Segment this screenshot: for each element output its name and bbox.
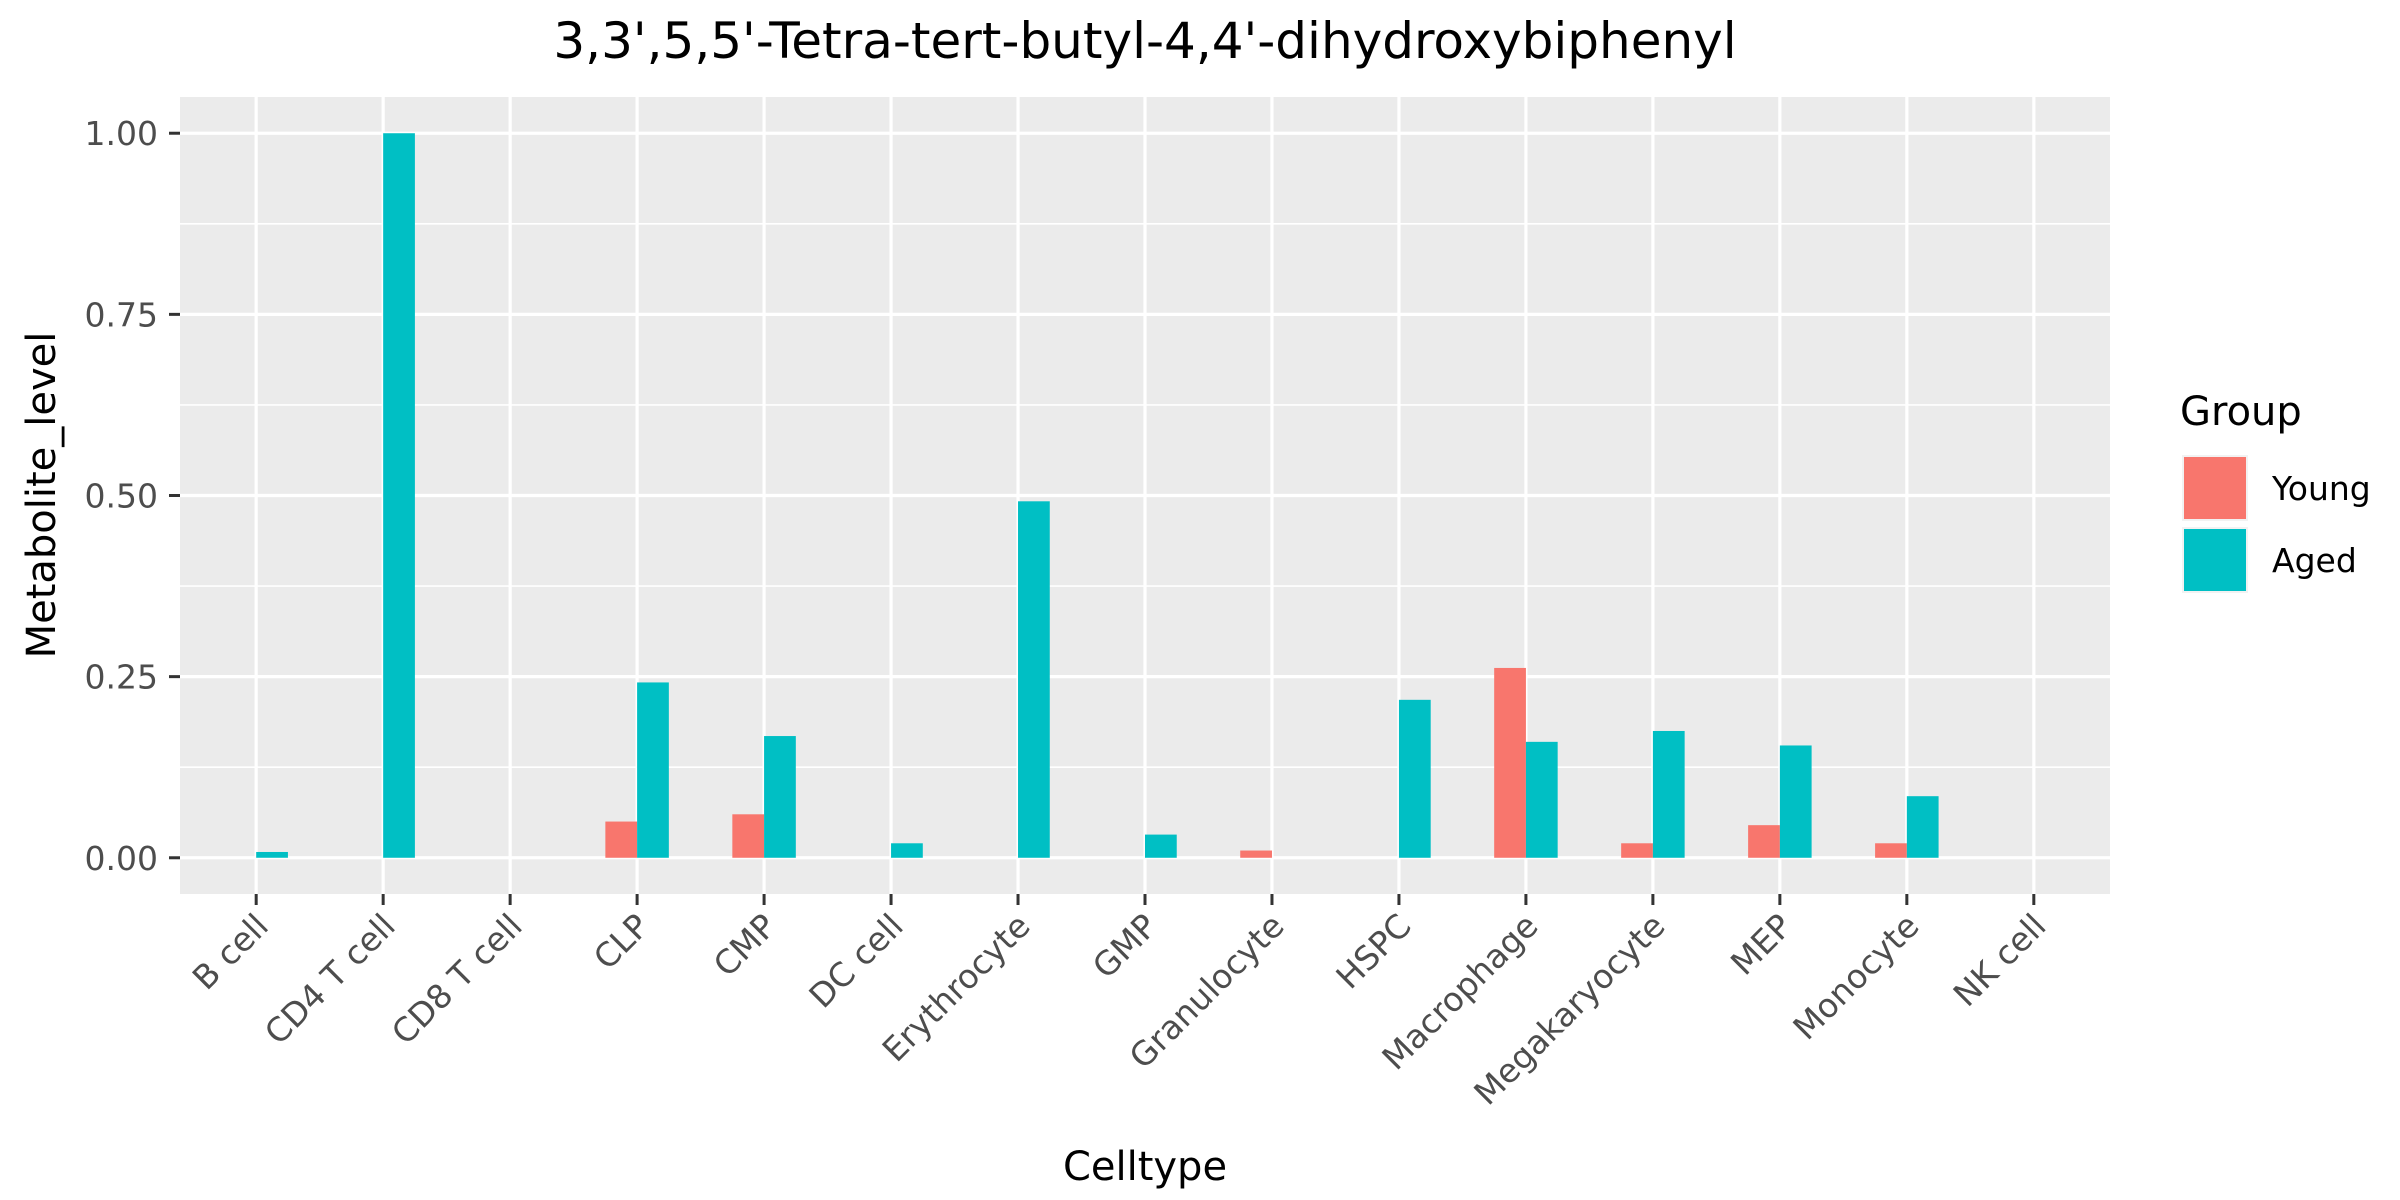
x-tick-label: DC cell — [801, 906, 910, 1015]
bar-aged — [891, 843, 923, 858]
bar-aged — [383, 133, 415, 858]
legend-title: Group — [2180, 389, 2302, 435]
bar-aged — [1779, 745, 1812, 858]
x-tick-label: B cell — [185, 906, 276, 997]
bar-aged — [1398, 699, 1431, 858]
legend-swatch-young — [2184, 457, 2246, 519]
y-tick-label: 1.00 — [85, 114, 158, 153]
bar-aged — [637, 682, 669, 858]
y-tick-label: 0.25 — [85, 658, 158, 697]
bar-young — [605, 821, 638, 858]
x-tick-label: CMP — [706, 906, 784, 984]
x-tick-label: HSPC — [1328, 906, 1418, 996]
x-tick-label: MEP — [1723, 906, 1800, 983]
bar-young — [1875, 843, 1907, 858]
legend: Group Young Aged — [2180, 389, 2371, 593]
bar-aged — [256, 851, 288, 858]
bar-aged — [764, 736, 796, 858]
x-tick-label: GMP — [1085, 906, 1165, 986]
bar-aged — [1906, 796, 1939, 858]
x-tick-label: CD4 T cell — [257, 906, 403, 1052]
x-tick-label: CLP — [586, 906, 657, 977]
legend-label-aged: Aged — [2272, 541, 2357, 580]
bar-aged — [1145, 834, 1177, 858]
bar-young — [732, 814, 765, 858]
x-tick-label: CD8 T cell — [384, 906, 530, 1052]
x-tick-label: Monocyte — [1785, 906, 1926, 1047]
bars — [256, 133, 1939, 858]
x-tick-label: NK cell — [1946, 906, 2054, 1014]
legend-label-young: Young — [2271, 469, 2371, 508]
bar-aged — [1652, 730, 1685, 858]
chart-title: 3,3',5,5'-Tetra-tert-butyl-4,4'-dihydrox… — [553, 12, 1736, 70]
bar-young — [1240, 850, 1272, 858]
bar-young — [1494, 667, 1526, 858]
y-tick-label: 0.75 — [85, 295, 158, 334]
y-tick-label: 0.00 — [85, 839, 158, 878]
y-axis-title: Metabolite_level — [19, 332, 65, 659]
y-tick-label: 0.50 — [85, 477, 158, 516]
bar-aged — [1018, 501, 1050, 858]
x-axis-title: Celltype — [1063, 1144, 1227, 1190]
bar-young — [1748, 825, 1780, 858]
bar-aged — [1525, 741, 1558, 858]
legend-swatch-aged — [2184, 529, 2246, 591]
bar-young — [1621, 843, 1653, 858]
y-axis: 0.00 0.25 0.50 0.75 1.00 — [85, 114, 180, 878]
